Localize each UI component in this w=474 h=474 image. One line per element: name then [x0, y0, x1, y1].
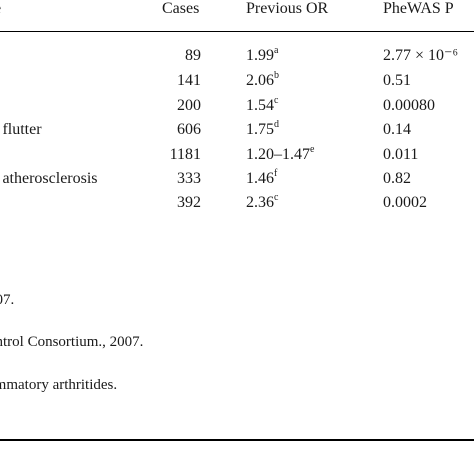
table-top-rule: [0, 31, 474, 32]
footnote: 007.: [0, 292, 15, 308]
p-cell: 0.14: [383, 121, 411, 138]
header-phewas-p: PheWAS P: [383, 0, 454, 17]
header-cases: Cases: [162, 0, 200, 17]
cases-cell: 606: [177, 121, 201, 138]
or-footnote-marker: d: [274, 118, 279, 130]
or-footnote-marker: c: [274, 94, 279, 106]
cases-cell: 89: [185, 47, 201, 64]
or-cell: 1.54c: [246, 94, 279, 114]
cases-cell: 200: [177, 97, 201, 114]
or-cell: 2.06b: [246, 69, 279, 89]
footnote: ammatory arthritides.: [0, 377, 118, 393]
p-cell: 0.011: [383, 146, 419, 163]
or-cell: 1.75d: [246, 118, 279, 138]
p-cell: 0.82: [383, 170, 411, 187]
p-cell: 2.77 × 10⁻⁶: [383, 47, 459, 64]
cases-cell: 141: [177, 72, 201, 89]
cases-cell: 392: [177, 194, 201, 211]
cases-cell: 1181: [169, 146, 201, 163]
or-footnote-marker: c: [274, 191, 279, 203]
table-bottom-rule: [0, 439, 474, 441]
cases-cell: 333: [177, 170, 201, 187]
or-cell: 1.46f: [246, 167, 278, 187]
p-cell: 0.00080: [383, 97, 435, 114]
p-cell: 0.0002: [383, 194, 427, 211]
or-cell: 1.20–1.47e: [246, 143, 315, 163]
or-cell: 1.99a: [246, 44, 279, 64]
or-footnote-marker: a: [274, 44, 279, 56]
or-footnote-marker: e: [310, 143, 315, 155]
phenotype-cell: l atherosclerosis: [0, 170, 98, 187]
p-cell: 0.51: [383, 72, 411, 89]
or-cell: 2.36c: [246, 191, 279, 211]
footnote: ontrol Consortium., 2007.: [0, 334, 144, 350]
header-previous-or: Previous OR: [246, 0, 329, 17]
header-phenotype: e: [0, 0, 1, 18]
or-footnote-marker: b: [274, 69, 279, 81]
or-footnote-marker: f: [274, 167, 278, 179]
phenotype-cell: l flutter: [0, 121, 42, 138]
